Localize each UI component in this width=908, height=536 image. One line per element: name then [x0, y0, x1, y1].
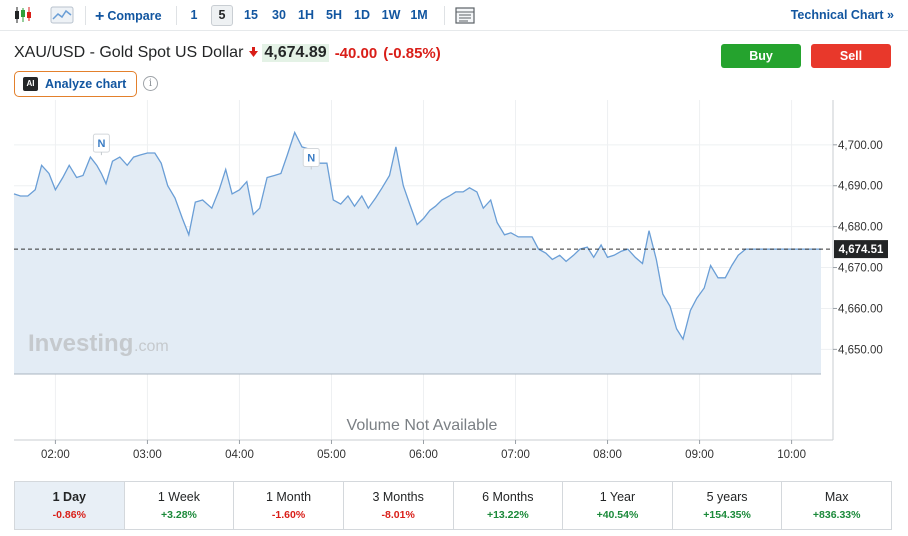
plus-icon: +	[95, 8, 105, 25]
volume-not-available-text: Volume Not Available	[347, 417, 498, 434]
period-change: +40.54%	[596, 509, 639, 521]
price-area-fill	[14, 132, 821, 374]
period-change: +3.28%	[160, 509, 197, 521]
svg-text:Investing: Investing	[28, 330, 133, 357]
buy-button[interactable]: Buy	[721, 44, 801, 68]
current-price-value: 4,674.51	[839, 244, 884, 256]
period-change: +13.22%	[486, 509, 529, 521]
x-tick-label: 06:00	[409, 449, 438, 461]
period-label: 1 Year	[599, 490, 636, 504]
period-change: +154.35%	[703, 509, 751, 521]
interval-1[interactable]: 1	[190, 8, 198, 22]
table-view-icon[interactable]	[454, 5, 476, 25]
period-tab-1-day[interactable]: 1 Day -0.86%	[15, 482, 125, 529]
period-change: +836.33%	[812, 509, 861, 521]
interval-1d[interactable]: 1D	[354, 8, 370, 22]
current-price-label: 4,674.51	[834, 240, 888, 259]
x-tick-label: 10:00	[777, 449, 806, 461]
period-label: 3 Months	[372, 490, 424, 504]
analyze-chart-button[interactable]: AI Analyze chart	[14, 71, 137, 97]
period-change: -1.60%	[271, 509, 306, 521]
x-axis: 02:00 03:00 04:00 05:00 06:00 07:00 08:00 09:00…	[14, 439, 833, 461]
interval-5h[interactable]: 5H	[326, 8, 342, 22]
y-tick-label: 4,660.00	[838, 303, 883, 315]
x-tick-label: 09:00	[685, 449, 714, 461]
x-tick-label: 05:00	[317, 449, 346, 461]
y-tick-label: 4,650.00	[838, 344, 883, 356]
y-tick-label: 4,700.00	[838, 140, 883, 152]
period-change: -8.01%	[381, 509, 415, 521]
info-icon[interactable]: i	[143, 76, 158, 91]
instrument-name: XAU/USD - Gold Spot US Dollar	[14, 44, 244, 61]
double-chevron-right-icon: »	[887, 8, 894, 22]
period-label: 1 Day	[52, 490, 86, 504]
toolbar-divider	[176, 6, 177, 25]
x-tick-label: 03:00	[133, 449, 162, 461]
period-tab-3-months[interactable]: 3 Months -8.01%	[344, 482, 454, 529]
period-label: 6 Months	[482, 490, 534, 504]
period-change: -0.86%	[52, 509, 86, 521]
period-label: 5 years	[706, 490, 748, 504]
last-price: 4,674.89	[262, 44, 329, 62]
svg-text:.com: .com	[134, 338, 169, 355]
period-label: Max	[824, 490, 849, 504]
arrow-down-icon	[249, 46, 259, 60]
news-marker-icon: N	[302, 147, 320, 170]
news-marker-label: N	[97, 138, 105, 150]
interval-1m[interactable]: 1M	[410, 8, 428, 22]
news-marker-icon: N	[92, 133, 110, 156]
x-tick-label: 02:00	[41, 449, 70, 461]
instrument-header: XAU/USD - Gold Spot US Dollar 4,674.89 -…	[14, 42, 441, 64]
compare-button[interactable]: + Compare	[95, 8, 162, 25]
interval-15[interactable]: 15	[244, 8, 258, 22]
candlestick-icon[interactable]	[12, 5, 34, 25]
y-tick-label: 4,670.00	[838, 263, 883, 275]
period-label: 1 Week	[157, 490, 201, 504]
technical-chart-link[interactable]: Technical Chart »	[790, 8, 894, 22]
news-markers: NN	[92, 133, 320, 170]
x-tick-label: 08:00	[593, 449, 622, 461]
price-change-percent: (-0.85%)	[383, 44, 441, 62]
ai-icon: AI	[23, 77, 38, 91]
interval-1w[interactable]: 1W	[381, 8, 401, 22]
news-marker-label: N	[307, 152, 315, 164]
investing-watermark: Investing .com	[28, 330, 169, 357]
y-axis: 4,650.00 4,660.00 4,670.00 4,680.00 4,690.00…	[832, 100, 883, 440]
period-tab-6-months[interactable]: 6 Months +13.22%	[454, 482, 564, 529]
interval-30[interactable]: 30	[272, 8, 286, 22]
toolbar-divider	[85, 6, 86, 25]
interval-1h[interactable]: 1H	[298, 8, 314, 22]
price-line	[13, 130, 821, 341]
period-tab-max[interactable]: Max +836.33%	[782, 482, 891, 529]
period-tab-1-week[interactable]: 1 Week +3.28%	[125, 482, 235, 529]
y-tick-label: 4,690.00	[838, 181, 883, 193]
chart-toolbar: + Compare 1 5 15 30 1H 5H 1D 1W 1M Techni…	[0, 0, 908, 31]
x-tick-label: 07:00	[501, 449, 530, 461]
period-tab-5-years[interactable]: 5 years +154.35%	[673, 482, 783, 529]
price-chart[interactable]: Investing .com NN 4,650.004,660.004,670.…	[0, 100, 908, 470]
y-tick-label: 4,680.00	[838, 222, 883, 234]
price-change: -40.00	[334, 44, 378, 62]
period-tab-1-year[interactable]: 1 Year +40.54%	[563, 482, 673, 529]
period-tab-1-month[interactable]: 1 Month -1.60%	[234, 482, 344, 529]
performance-periods: 1 Day -0.86% 1 Week +3.28% 1 Month -1.60% 3 Mo…	[14, 481, 892, 530]
x-tick-label: 04:00	[225, 449, 254, 461]
current-price-box	[834, 240, 888, 259]
period-label: 1 Month	[265, 490, 312, 504]
sell-button[interactable]: Sell	[811, 44, 891, 68]
interval-5[interactable]: 5	[211, 5, 233, 26]
area-chart-icon[interactable]	[50, 5, 74, 25]
toolbar-divider	[444, 6, 445, 25]
analyze-chart-label: Analyze chart	[45, 77, 127, 91]
